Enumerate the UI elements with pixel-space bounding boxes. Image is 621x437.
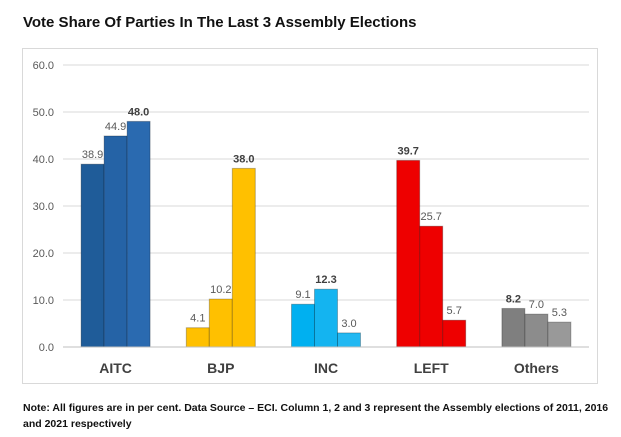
chart-frame: 0.0 10.0 20.0 30.0 40.0 50.0 60.0 38.9 44.9 48.0 A… (22, 48, 598, 384)
bar-inc-2021 (337, 332, 361, 348)
data-label: 12.3 (315, 274, 336, 286)
chart-title: Vote Share Of Parties In The Last 3 Asse… (23, 14, 417, 31)
bar-left-2011 (396, 159, 421, 348)
category-label-aitc: AITC (99, 360, 132, 376)
bar-inc-2016 (314, 288, 338, 348)
bar-chart: 0.0 10.0 20.0 30.0 40.0 50.0 60.0 38.9 44.948.0 A… (33, 60, 589, 376)
category-label-bjp: BJP (207, 360, 234, 376)
y-tick-label: 50.0 (33, 107, 54, 119)
bar-aitc-2021 (126, 120, 151, 348)
y-tick-label: 60.0 (33, 60, 54, 72)
data-label: 38.0 (233, 153, 254, 165)
data-label: 3.0 (341, 318, 356, 330)
bar-inc-2011 (291, 303, 315, 348)
data-label: 9.1 (295, 289, 310, 301)
data-label: 38.9 (82, 149, 103, 161)
category-label-inc: INC (314, 360, 338, 376)
category-label-others: Others (514, 360, 559, 376)
y-tick-label: 30.0 (33, 201, 54, 213)
data-label: 7.0 (529, 299, 544, 311)
bar-left-2016 (419, 225, 444, 348)
y-tick-label: 20.0 (33, 248, 54, 260)
footnote: Note: All figures are in per cent. Data … (23, 402, 609, 430)
data-label: 48.0 (128, 106, 149, 118)
bar-bjp-2011 (185, 327, 210, 348)
data-label: 5.3 (552, 307, 567, 319)
data-label: 39.7 (397, 145, 418, 157)
bar-bjp-2021 (231, 167, 256, 348)
y-tick-label: 0.0 (39, 342, 54, 354)
category-label-left: LEFT (414, 360, 449, 376)
data-label: 10.2 (210, 284, 231, 296)
data-label: 44.9 (105, 121, 126, 133)
data-label: 8.2 (506, 293, 521, 305)
bar-aitc-2016 (103, 135, 128, 348)
y-tick-label: 10.0 (33, 295, 54, 307)
bar-others-2021 (547, 321, 572, 348)
data-label: 25.7 (420, 211, 441, 223)
y-tick-label: 40.0 (33, 154, 54, 166)
bar-others-2011 (501, 307, 526, 348)
bar-bjp-2016 (208, 298, 233, 348)
bar-others-2016 (524, 313, 549, 348)
bar-left-2021 (442, 319, 467, 348)
data-label: 5.7 (447, 305, 462, 317)
data-label: 4.1 (190, 313, 205, 325)
bar-aitc-2011 (80, 163, 105, 348)
